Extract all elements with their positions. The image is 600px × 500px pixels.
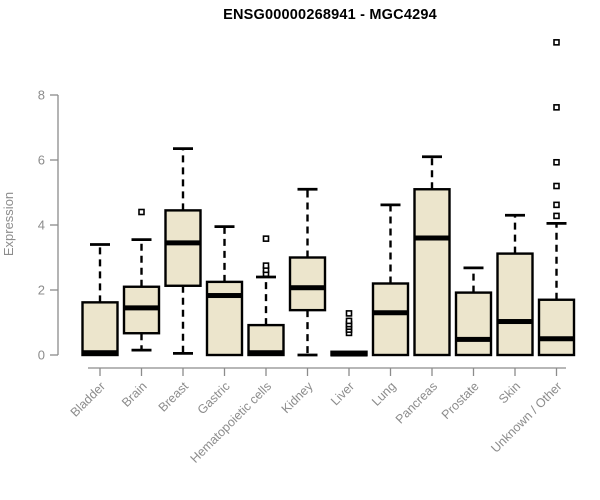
median-line <box>164 240 202 246</box>
median-line <box>206 293 243 299</box>
iqr-box <box>205 280 244 357</box>
outlier-point <box>262 262 270 269</box>
x-category-label: Kidney <box>279 379 316 416</box>
iqr-box <box>454 291 493 357</box>
outlier-point <box>553 212 560 220</box>
x-category-label: Skin <box>496 379 523 406</box>
median-line <box>123 305 160 311</box>
median-line <box>455 336 492 342</box>
x-category-label: Gastric <box>195 379 233 417</box>
median-line <box>330 351 368 357</box>
median-line <box>413 235 451 241</box>
outlier-point <box>262 235 270 242</box>
iqr-box <box>496 252 534 357</box>
median-line <box>81 350 119 356</box>
median-line <box>289 285 326 291</box>
outlier-point <box>138 208 145 216</box>
y-tick-label: 0 <box>38 348 45 363</box>
y-tick-label: 6 <box>38 153 45 168</box>
iqr-box <box>413 188 451 357</box>
median-line <box>247 350 285 356</box>
x-category-label: Brain <box>119 379 150 410</box>
x-category-label: Hematopoietic cells <box>188 379 275 466</box>
outlier-point <box>553 201 560 209</box>
median-line <box>372 310 409 316</box>
iqr-box <box>371 282 410 357</box>
x-category-label: Breast <box>156 379 192 415</box>
outlier-point <box>345 310 353 317</box>
iqr-box <box>537 298 576 357</box>
x-category-label: Lung <box>369 379 399 409</box>
median-line <box>496 319 534 325</box>
outlier-point <box>553 182 560 190</box>
y-tick-label: 8 <box>38 88 45 103</box>
x-category-label: Liver <box>328 379 357 408</box>
outlier-point <box>553 104 560 111</box>
y-tick-label: 4 <box>38 218 45 233</box>
x-category-label: Bladder <box>68 379 108 419</box>
outlier-point <box>553 39 560 46</box>
x-category-label: Pancreas <box>393 379 440 426</box>
iqr-box <box>288 256 327 312</box>
x-category-label: Prostate <box>439 379 482 422</box>
iqr-box <box>164 209 202 287</box>
iqr-box <box>81 301 119 357</box>
chart-title: ENSG00000268941 - MGC4294 <box>223 7 437 23</box>
x-category-label: Unknown / Other <box>488 379 564 455</box>
y-tick-label: 2 <box>38 283 45 298</box>
outlier-point <box>553 158 560 166</box>
outlier-point <box>345 317 353 325</box>
median-line <box>538 336 575 342</box>
